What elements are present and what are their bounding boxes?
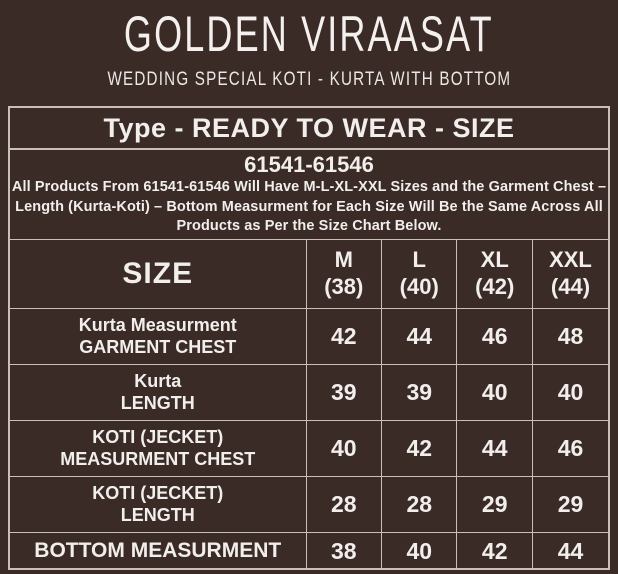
value-cell: 40	[380, 531, 457, 570]
row-label-cell: KOTI (JECKET) LENGTH	[10, 475, 307, 532]
cell-value: 44	[557, 537, 584, 564]
row-label-line-1: KOTI (JECKET)	[92, 483, 224, 503]
value-cell: 39	[305, 363, 382, 420]
row-label-line-1: KOTI (JECKET)	[92, 427, 224, 447]
cell-value: 42	[406, 434, 433, 461]
value-cell: 40	[531, 363, 608, 420]
cell-value: 46	[557, 434, 584, 461]
cell-value: 42	[481, 537, 508, 564]
page-subtitle: WEDDING SPECIAL KOTI - KURTA WITH BOTTOM	[107, 68, 511, 90]
column-header-xxl: XXL (44)	[531, 240, 608, 308]
note-line-1: All Products From 61541-61546 Will Have …	[11, 179, 607, 195]
column-chest-label: (42)	[475, 273, 515, 299]
row-label-cell: BOTTOM MEASURMENT	[10, 531, 307, 570]
note-line-2: Length (Kurta-Koti) – Bottom Measurment …	[15, 198, 603, 215]
cell-value: 42	[330, 322, 357, 349]
size-chart-table: SIZE M (38) L (40) XL (42) X	[10, 240, 608, 570]
row-label-line-2: LENGTH	[120, 505, 195, 525]
table-row-kurta-chest: Kurta Measurment GARMENT CHEST 42 44 46 …	[10, 307, 608, 364]
cell-value: 46	[481, 322, 508, 349]
column-header-l: L (40)	[380, 240, 457, 308]
column-chest-label: (44)	[550, 273, 591, 299]
cell-value: 28	[406, 490, 433, 517]
value-cell: 44	[380, 307, 457, 364]
column-header-m: M (38)	[305, 240, 382, 308]
value-cell: 29	[531, 475, 608, 532]
column-size-label: M	[334, 246, 353, 272]
type-banner: Type - READY TO WEAR - SIZE	[10, 108, 608, 150]
cell-value: 40	[330, 434, 357, 461]
value-cell: 40	[456, 363, 533, 420]
column-chest-label: (38)	[324, 273, 364, 299]
row-label-line-2: GARMENT CHEST	[79, 337, 237, 357]
table-row-koti-length: KOTI (JECKET) LENGTH 28 28 29 29	[10, 475, 608, 532]
value-cell: 44	[531, 531, 608, 570]
cell-value: 28	[330, 490, 357, 517]
cell-value: 39	[330, 378, 357, 405]
cell-value: 40	[481, 378, 508, 405]
page-header: GOLDEN VIRAASAT WEDDING SPECIAL KOTI - K…	[0, 0, 618, 100]
value-cell: 42	[305, 307, 382, 364]
column-size-label: XL	[480, 246, 509, 272]
value-cell: 28	[380, 475, 457, 532]
row-label-line-1: Kurta Measurment	[78, 315, 237, 335]
value-cell: 40	[305, 419, 382, 476]
size-corner-header: SIZE	[10, 240, 306, 308]
value-cell: 46	[456, 307, 533, 364]
table-row-bottom: BOTTOM MEASURMENT 38 40 42 44	[10, 531, 608, 570]
value-cell: 44	[456, 419, 533, 476]
value-cell: 28	[305, 475, 382, 532]
cell-value: 29	[557, 490, 584, 517]
info-block: 61541-61546 All Products From 61541-6154…	[10, 150, 608, 240]
column-size-label: XXL	[549, 246, 592, 272]
value-cell: 46	[531, 419, 608, 476]
cell-value: 39	[406, 378, 433, 405]
brand-title: GOLDEN VIRAASAT	[124, 6, 494, 62]
size-chart-board: Type - READY TO WEAR - SIZE 61541-61546 …	[8, 106, 610, 570]
value-cell: 42	[380, 419, 457, 476]
row-label-line-2: LENGTH	[120, 393, 195, 413]
cell-value: 44	[406, 322, 433, 349]
value-cell: 39	[380, 363, 457, 420]
cell-value: 40	[406, 537, 433, 564]
note-line-3: Products as Per the Size Chart Below.	[176, 218, 442, 234]
cell-value: 48	[557, 322, 584, 349]
column-header-xl: XL (42)	[456, 240, 533, 308]
table-row-koti-chest: KOTI (JECKET) MEASURMENT CHEST 40 42 44 …	[10, 419, 608, 476]
row-label-cell: Kurta Measurment GARMENT CHEST	[10, 307, 307, 364]
cell-value: 44	[481, 434, 508, 461]
cell-value: 38	[330, 537, 357, 564]
value-cell: 29	[456, 475, 533, 532]
value-cell: 48	[531, 307, 608, 364]
cell-value: 40	[557, 378, 584, 405]
column-chest-label: (40)	[399, 273, 439, 299]
row-label-line-1: Kurta	[134, 371, 182, 391]
value-cell: 42	[456, 531, 533, 570]
row-label-line-2: MEASURMENT CHEST	[60, 449, 256, 469]
row-label-cell: Kurta LENGTH	[10, 363, 307, 420]
row-label-line-1: BOTTOM MEASURMENT	[34, 539, 282, 563]
product-range: 61541-61546	[244, 152, 374, 177]
row-label-cell: KOTI (JECKET) MEASURMENT CHEST	[10, 419, 307, 476]
size-corner-label: SIZE	[122, 256, 194, 290]
column-size-label: L	[412, 246, 426, 272]
table-row-kurta-length: Kurta LENGTH 39 39 40 40	[10, 363, 608, 420]
value-cell: 38	[305, 531, 382, 570]
table-header-row: SIZE M (38) L (40) XL (42) X	[10, 240, 608, 308]
cell-value: 29	[481, 490, 508, 517]
